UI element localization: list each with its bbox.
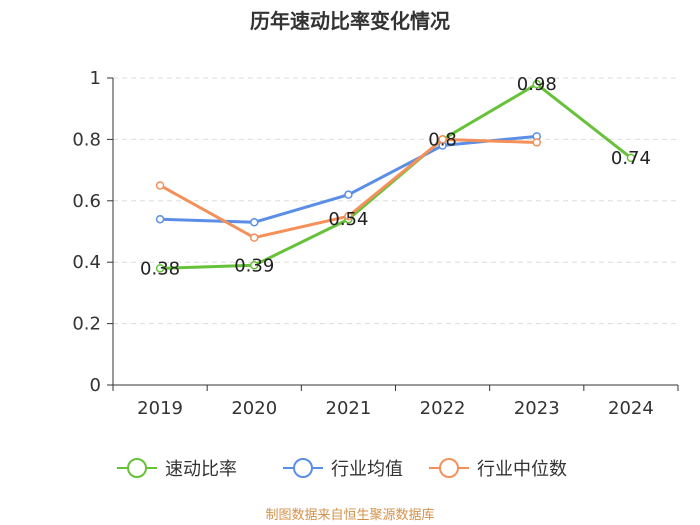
legend-marker-0 bbox=[127, 458, 147, 478]
x-tick-label-2022: 2022 bbox=[420, 398, 466, 419]
axes: 0 0.2 0.4 0.6 0.8 1 2019 2020 2021 2022 2023 2024 bbox=[72, 68, 679, 419]
point-s0-2024 bbox=[626, 153, 636, 163]
legend-marker-2 bbox=[439, 458, 459, 478]
legend-label-0: 速动比率 bbox=[165, 459, 237, 480]
x-tick-label-2021: 2021 bbox=[326, 398, 372, 419]
data-label-2022: 0.8 bbox=[428, 129, 457, 150]
x-tick-label-2019: 2019 bbox=[137, 398, 183, 419]
y-tick-label-5: 1 bbox=[90, 68, 101, 89]
point-s0-2019 bbox=[155, 264, 165, 273]
source-note: 制图数据来自恒生聚源数据库 bbox=[265, 507, 434, 523]
point-s2-2021 bbox=[344, 211, 353, 221]
point-s2-2022 bbox=[438, 135, 447, 144]
legend-label-2: 行业中位数 bbox=[477, 459, 567, 480]
grid bbox=[113, 77, 678, 325]
point-s0-2023 bbox=[532, 79, 541, 89]
x-tick-label-2024: 2024 bbox=[608, 398, 654, 419]
point-s2-2020 bbox=[250, 233, 259, 242]
data-labels: 0.38 0.39 0.54 0.8 0.98 0.74 bbox=[140, 74, 651, 279]
data-label-2023: 0.98 bbox=[517, 74, 557, 95]
point-s0-2020 bbox=[250, 261, 259, 270]
y-tick-label-0: 0 bbox=[90, 375, 101, 396]
chart-title: 历年速动比率变化情况 bbox=[250, 9, 450, 33]
point-s2-2023 bbox=[532, 138, 541, 147]
y-tick-label-2: 0.4 bbox=[72, 252, 101, 273]
legend: 速动比率 行业均值 行业中位数 bbox=[117, 458, 567, 480]
legend-label-1: 行业均值 bbox=[331, 459, 403, 480]
series bbox=[155, 79, 636, 273]
y-tick-label-3: 0.6 bbox=[72, 191, 101, 212]
data-label-2019: 0.38 bbox=[140, 258, 180, 279]
point-s1-2021 bbox=[344, 190, 353, 199]
data-label-2020: 0.39 bbox=[234, 255, 274, 276]
point-s2-2019 bbox=[155, 181, 165, 190]
point-s1-2019 bbox=[155, 214, 165, 224]
y-tick-label-1: 0.2 bbox=[72, 314, 101, 335]
data-label-2024: 0.74 bbox=[611, 148, 651, 169]
y-tick-label-4: 0.8 bbox=[72, 129, 101, 150]
point-s1-2020 bbox=[250, 218, 259, 227]
legend-marker-1 bbox=[293, 458, 313, 478]
data-label-2021: 0.54 bbox=[328, 209, 368, 230]
x-tick-label-2023: 2023 bbox=[514, 398, 560, 419]
x-tick-label-2020: 2020 bbox=[231, 398, 277, 419]
